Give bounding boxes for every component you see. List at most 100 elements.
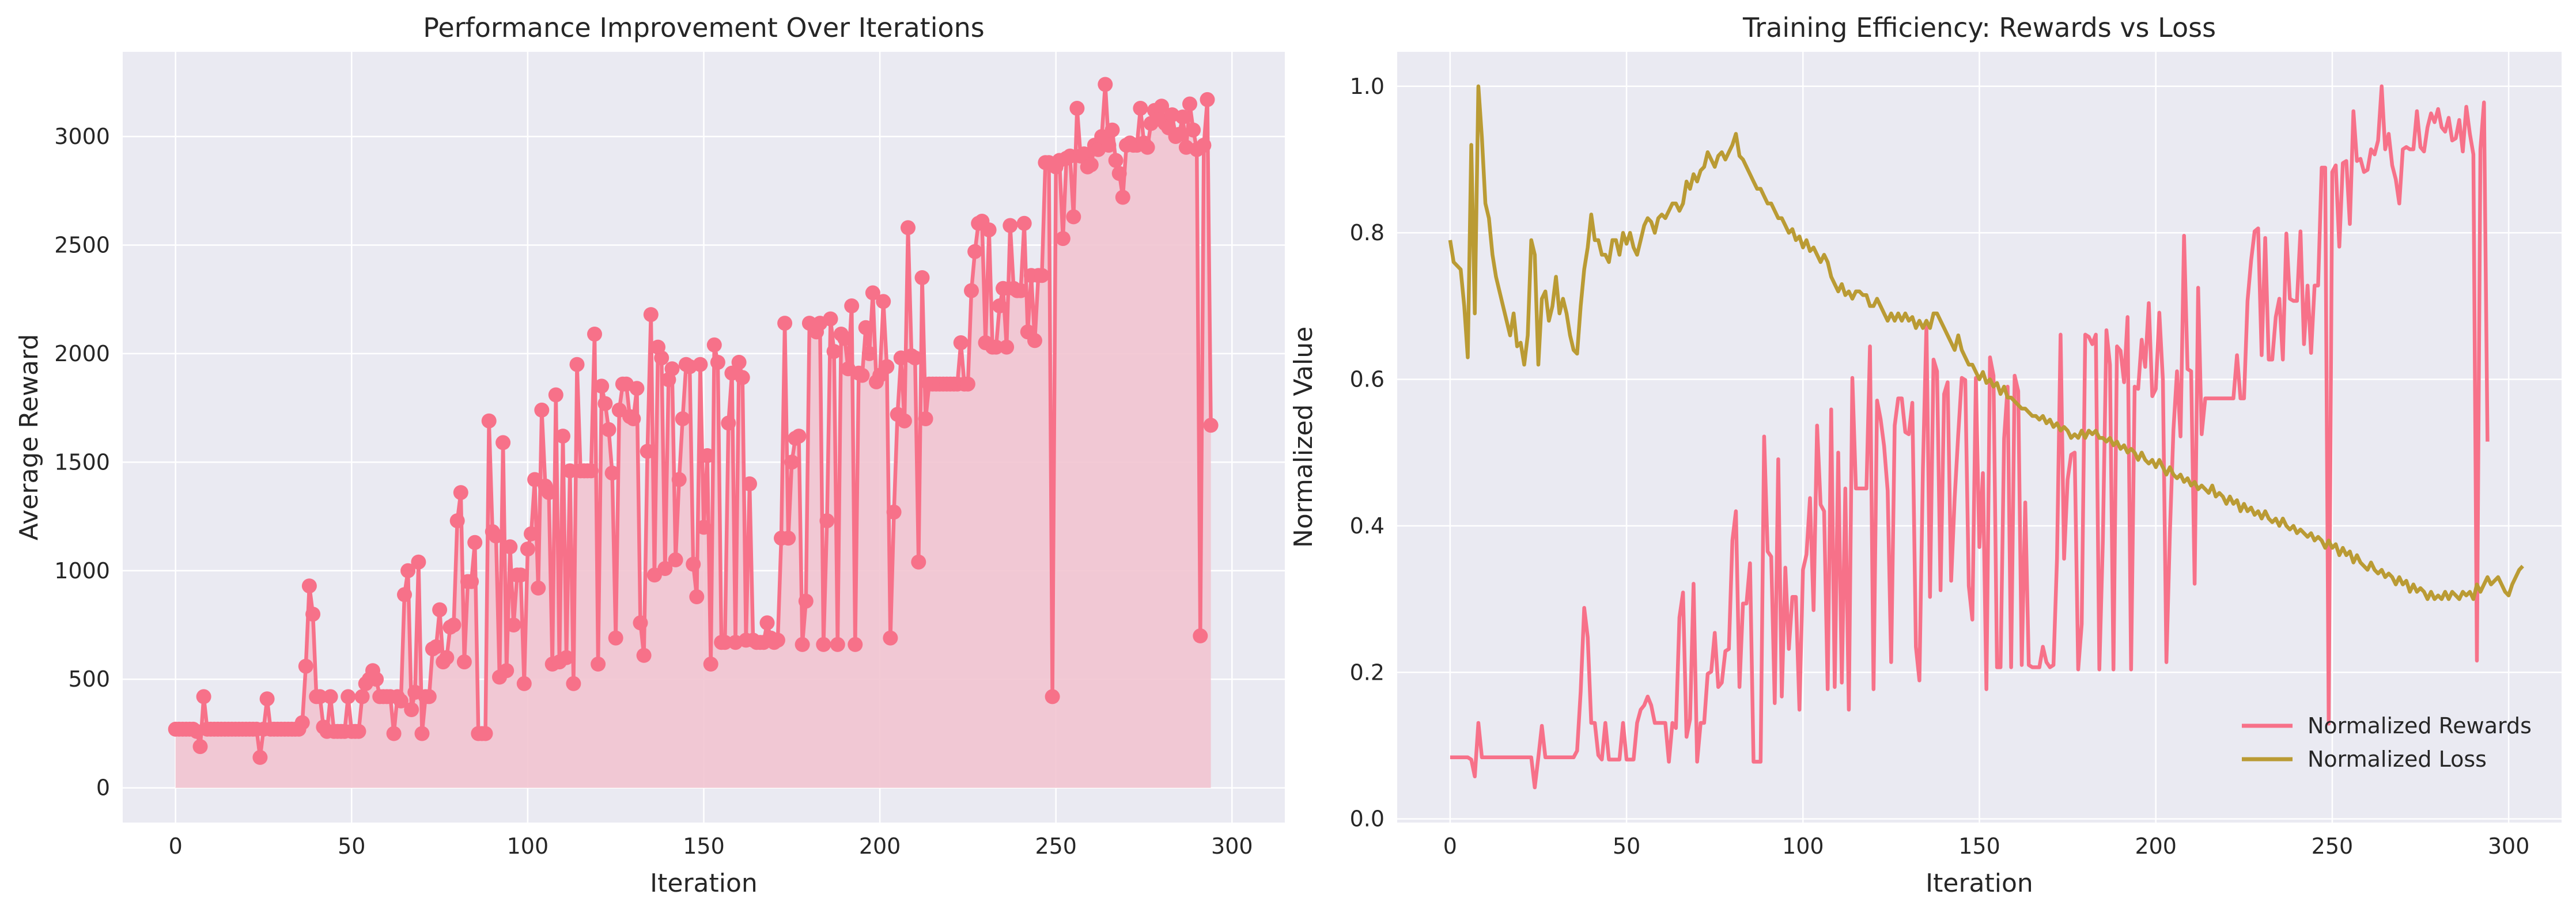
data-point — [432, 602, 448, 617]
data-point — [823, 311, 838, 327]
data-point — [717, 635, 733, 650]
data-point — [1182, 96, 1197, 112]
data-point — [354, 689, 370, 704]
data-point — [583, 463, 599, 479]
data-point — [439, 650, 455, 665]
data-point — [1027, 333, 1042, 348]
data-point — [907, 350, 923, 366]
data-point — [1140, 139, 1155, 155]
y-tick-label: 500 — [68, 666, 110, 692]
data-point — [735, 370, 750, 385]
x-tick-label: 300 — [1211, 834, 1253, 859]
data-point — [1101, 138, 1117, 153]
data-point — [597, 396, 613, 411]
data-point — [502, 539, 518, 555]
data-point — [559, 650, 574, 665]
data-point — [548, 387, 563, 403]
data-point — [1133, 101, 1148, 116]
y-tick-label: 2500 — [54, 232, 110, 257]
data-point — [664, 361, 680, 377]
efficiency-chart-title: Training Efficiency: Rewards vs Loss — [1742, 12, 2216, 43]
y-tick-label: 2000 — [54, 341, 110, 366]
data-point — [1055, 231, 1071, 247]
data-point — [636, 647, 652, 663]
x-tick-label: 0 — [169, 834, 183, 859]
data-point — [967, 244, 983, 259]
data-point — [996, 281, 1011, 296]
legend-label: Normalized Loss — [2308, 747, 2487, 772]
data-point — [816, 637, 831, 652]
data-point — [914, 270, 930, 285]
data-point — [844, 298, 860, 313]
reward-chart-ticks: 0 50 100 150 200 250 3000500100015002000250030… — [54, 124, 1253, 859]
data-point — [784, 454, 800, 470]
y-tick-label: 0.4 — [1350, 513, 1385, 539]
data-point — [795, 637, 810, 652]
data-point — [196, 689, 211, 704]
data-point — [464, 574, 479, 589]
data-point — [1111, 166, 1127, 181]
data-point — [541, 485, 557, 501]
data-point — [506, 617, 521, 632]
x-tick-label: 100 — [507, 834, 549, 859]
data-point — [1115, 190, 1130, 205]
x-tick-label: 100 — [1782, 834, 1824, 859]
data-point — [524, 526, 539, 541]
data-point — [516, 676, 532, 691]
efficiency-chart-x-axis-label: Iteration — [1926, 869, 2033, 898]
data-point — [513, 567, 528, 583]
x-tick-label: 150 — [683, 834, 725, 859]
data-point — [848, 637, 863, 652]
data-point — [770, 632, 785, 648]
data-point — [1083, 157, 1099, 172]
series-line-1 — [1448, 84, 2524, 601]
x-tick-label: 200 — [2135, 834, 2177, 859]
data-point — [1045, 689, 1060, 704]
data-point — [1034, 268, 1050, 283]
data-point — [791, 429, 807, 444]
data-point — [252, 749, 268, 765]
data-point — [886, 505, 902, 520]
data-point — [323, 689, 338, 704]
y-tick-label: 0.6 — [1350, 367, 1385, 392]
data-point — [826, 344, 842, 359]
data-point — [604, 465, 620, 481]
y-tick-label: 0.2 — [1350, 660, 1385, 685]
data-point — [520, 541, 535, 557]
data-point — [404, 702, 419, 717]
data-point — [1171, 127, 1187, 142]
data-point — [369, 672, 384, 687]
data-point — [964, 283, 979, 298]
area-fill — [175, 84, 1211, 788]
data-point — [798, 593, 814, 609]
data-point — [879, 359, 895, 374]
data-point — [312, 689, 328, 704]
y-tick-label: 1500 — [54, 449, 110, 475]
data-point — [837, 331, 852, 346]
data-point — [467, 535, 483, 550]
data-point — [876, 294, 891, 309]
data-point — [259, 691, 275, 707]
legend-label: Normalized Rewards — [2308, 713, 2532, 738]
data-point — [594, 378, 610, 394]
data-point — [429, 639, 444, 654]
data-point — [1098, 77, 1113, 92]
data-point — [710, 355, 725, 370]
data-point — [414, 726, 430, 741]
data-point — [400, 563, 416, 578]
data-point — [861, 346, 877, 361]
x-tick-label: 250 — [1035, 834, 1077, 859]
data-point — [668, 552, 683, 567]
reward-chart-panel: 0 50 100 150 200 250 3000500100015002000250030… — [14, 12, 1285, 898]
data-point — [608, 630, 623, 646]
data-point — [999, 339, 1015, 355]
data-point — [488, 528, 504, 544]
reward-chart-y-axis-label: Average Reward — [14, 334, 44, 541]
reward-chart-fill — [175, 84, 1211, 788]
data-point — [981, 222, 997, 238]
data-point — [351, 723, 366, 739]
data-point — [566, 676, 581, 691]
data-point — [1203, 418, 1219, 433]
data-point — [883, 630, 898, 646]
